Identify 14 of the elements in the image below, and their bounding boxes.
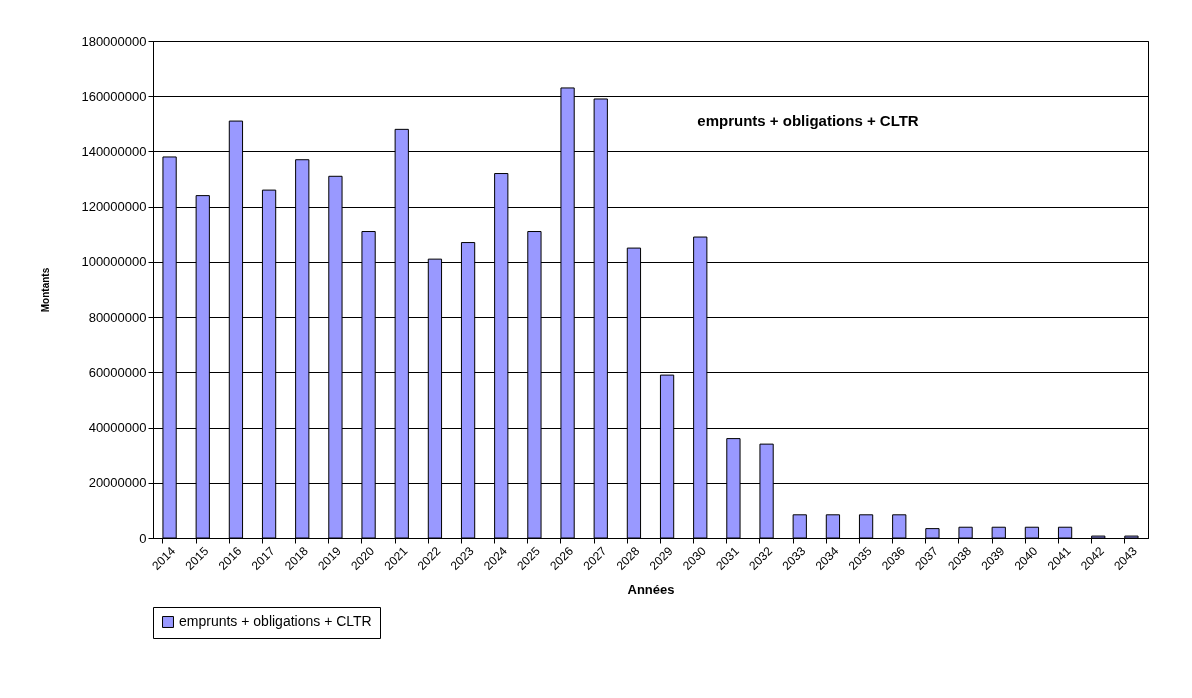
y-axis-title: Montants <box>40 267 52 313</box>
y-tick-label: 60000000 <box>88 364 147 380</box>
x-axis-title: Années <box>627 582 675 598</box>
y-tick-label: 0 <box>139 530 147 546</box>
y-tick-label: 80000000 <box>88 309 147 325</box>
annotation: emprunts + obligations + CLTR <box>697 112 919 129</box>
legend-label: emprunts + obligations + CLTR <box>179 613 372 629</box>
y-tick-label: 160000000 <box>81 88 147 104</box>
y-tick-label: 120000000 <box>81 199 147 215</box>
y-tick-label: 20000000 <box>88 475 147 491</box>
y-tick-label: 140000000 <box>81 143 147 159</box>
y-tick-label: 180000000 <box>81 33 147 49</box>
y-tick-label: 100000000 <box>81 254 147 270</box>
y-tick-label: 40000000 <box>88 420 147 436</box>
